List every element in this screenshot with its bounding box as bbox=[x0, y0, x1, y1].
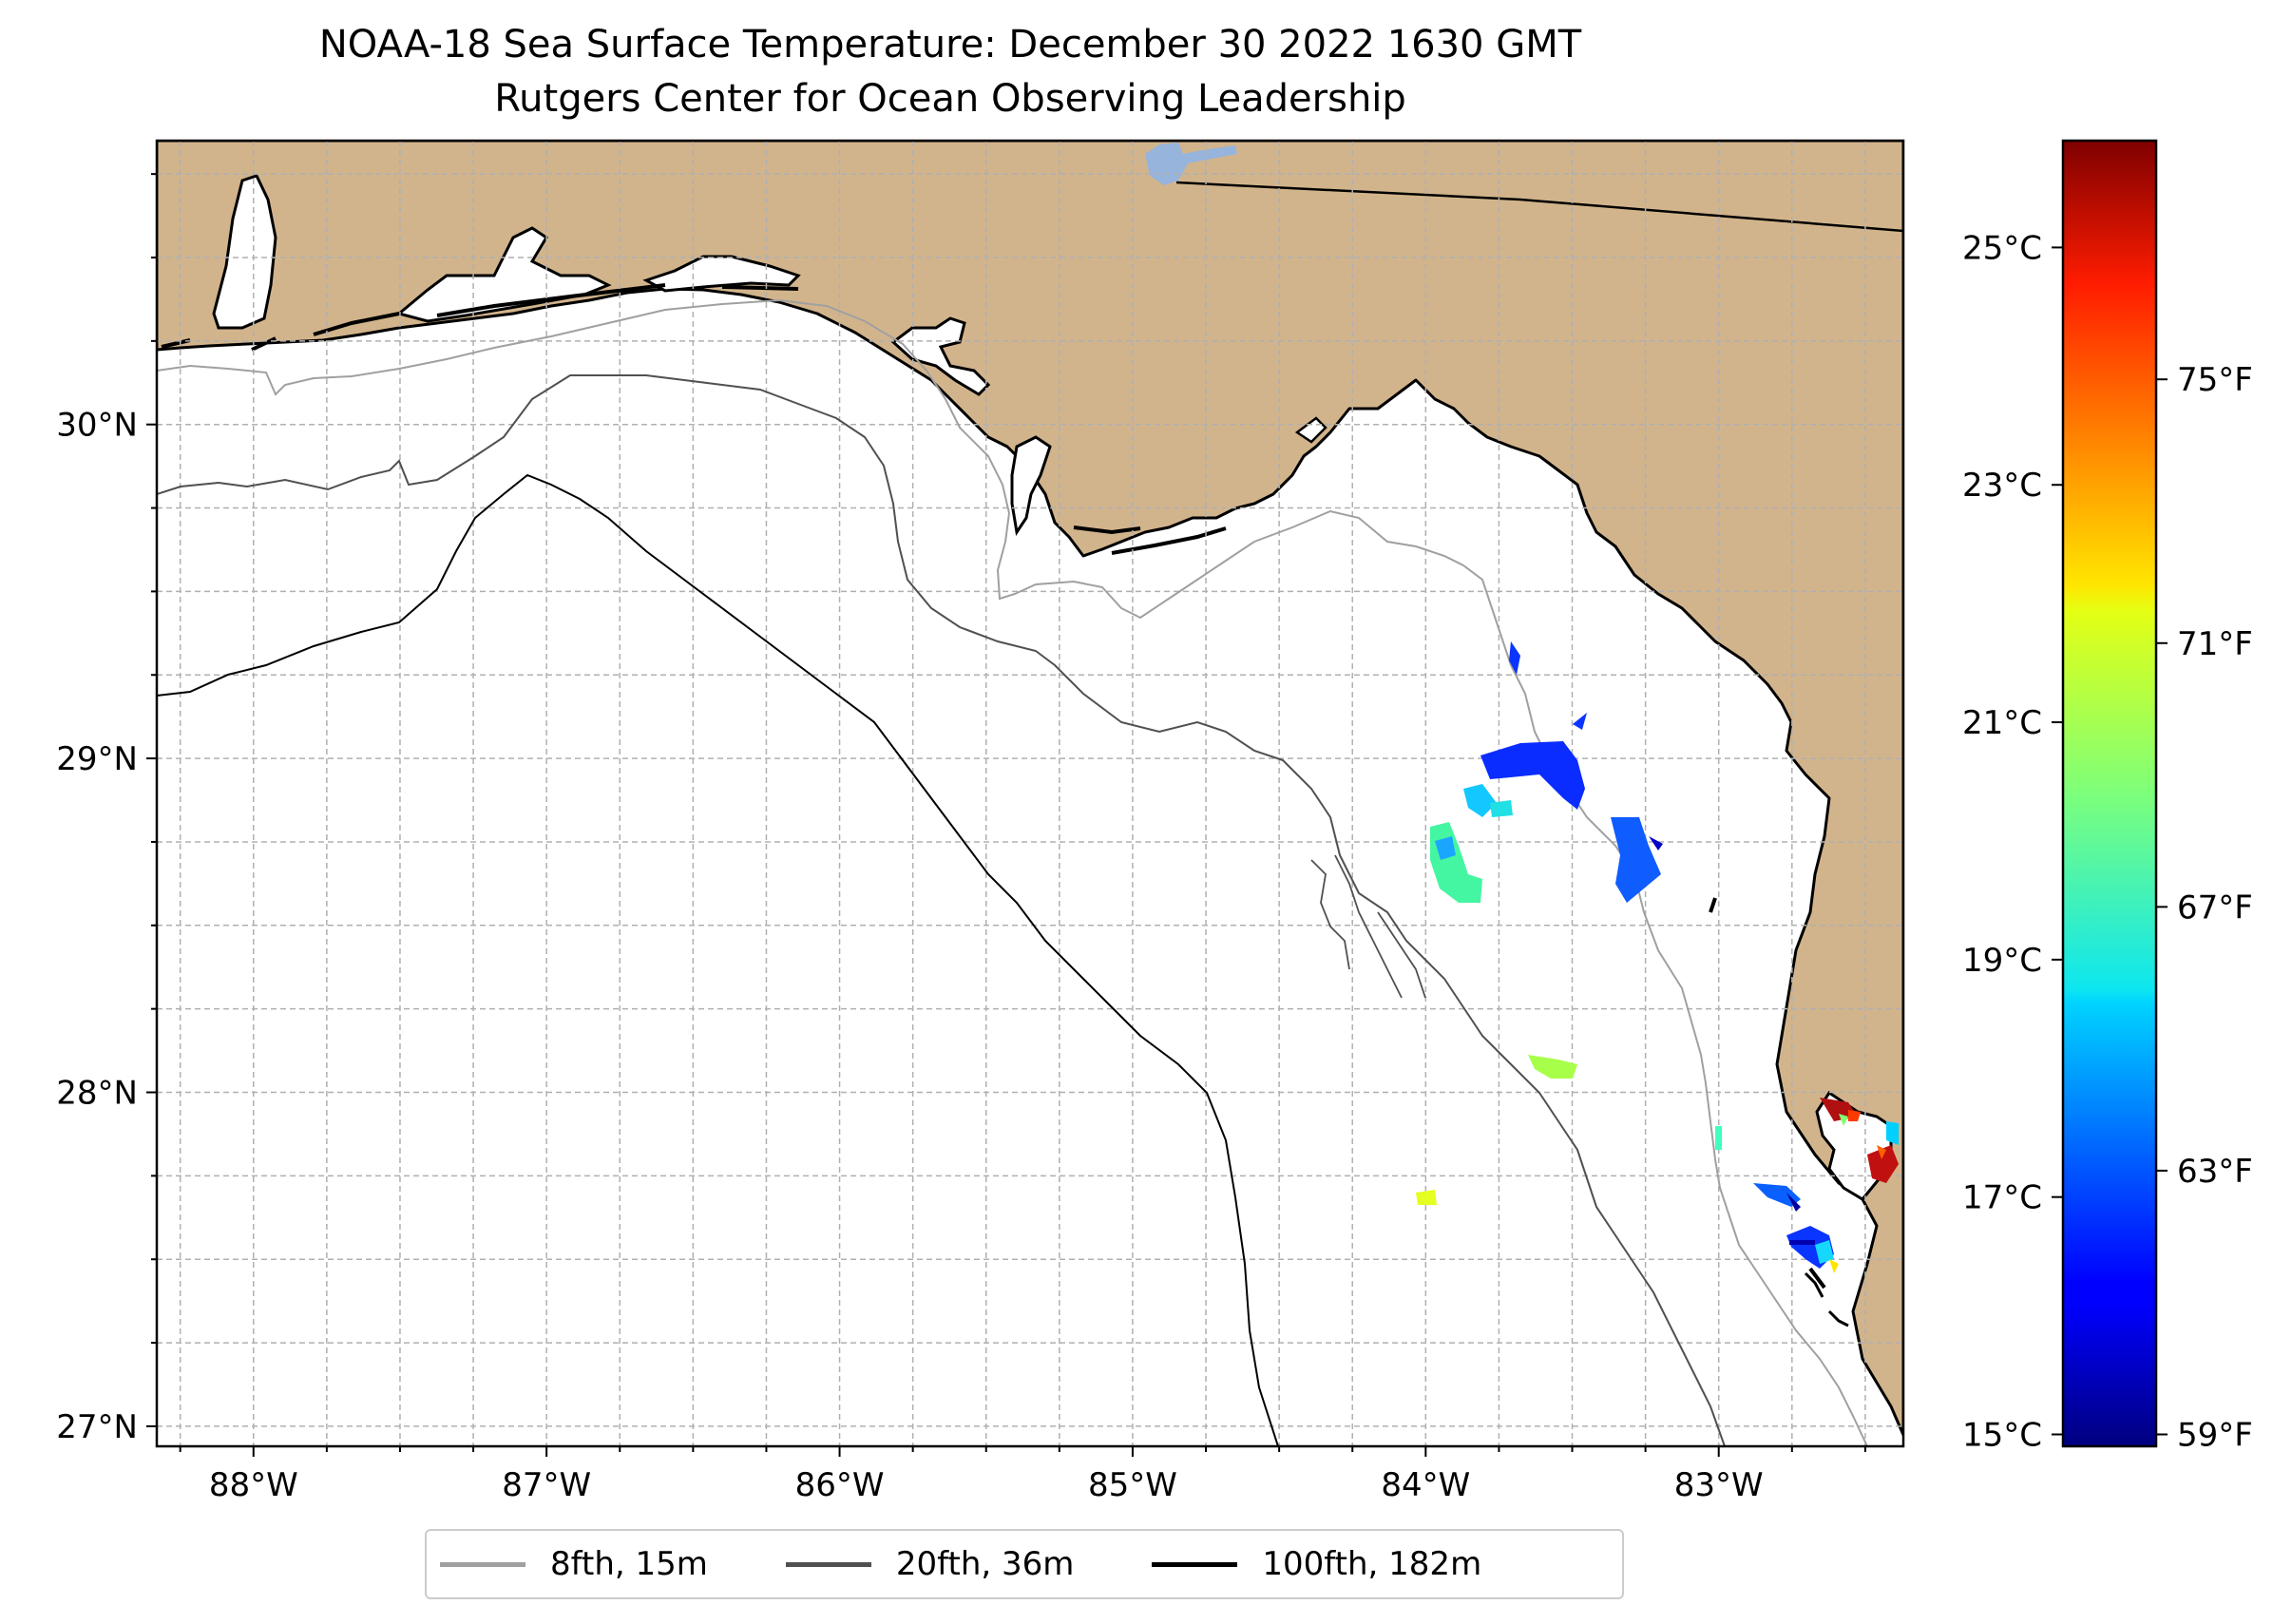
charlotte-harbor-keys bbox=[1804, 1271, 1849, 1328]
sst-patch bbox=[1848, 1110, 1861, 1121]
x-tick-label: 88°W bbox=[209, 1466, 298, 1504]
legend-swatch-36m bbox=[785, 1561, 871, 1567]
colorbar-ticks: 15°C 17°C 19°C 21°C 23°C 25°C 59°F 63°F 67°F 71°F… bbox=[1962, 229, 2253, 1454]
colorbar-celsius-label: 21°C bbox=[1962, 704, 2042, 742]
legend-item-36m: 20fth, 36m bbox=[785, 1545, 1075, 1583]
st-andrew-bay bbox=[890, 316, 991, 396]
legend-label-182m: 100fth, 182m bbox=[1262, 1545, 1482, 1583]
mobile-bay bbox=[212, 174, 277, 330]
sst-patch bbox=[1815, 1240, 1834, 1264]
colorbar-celsius-label: 25°C bbox=[1962, 229, 2042, 267]
title-line-2: Rutgers Center for Ocean Observing Leade… bbox=[494, 77, 1406, 121]
colorbar-celsius-label: 17°C bbox=[1962, 1179, 2042, 1217]
isobath-15m bbox=[157, 298, 1868, 1446]
colorbar-fahrenheit-label: 67°F bbox=[2177, 888, 2253, 927]
legend-label-36m: 20fth, 36m bbox=[895, 1545, 1075, 1583]
graticule bbox=[157, 141, 1903, 1446]
sst-patch bbox=[1829, 1259, 1839, 1273]
sst-patch bbox=[1877, 1145, 1886, 1159]
sst-patch bbox=[1463, 784, 1497, 817]
choctawhatchee-bay bbox=[642, 255, 801, 293]
legend-swatch-15m bbox=[440, 1561, 525, 1567]
state-boundary bbox=[1175, 181, 1903, 233]
isobath-36m bbox=[157, 374, 1726, 1446]
axis-ticks: 88°W 87°W 86°W 85°W 84°W 83°W 27°N 28°N 29°N 30°N bbox=[56, 173, 1866, 1504]
title-line-1: NOAA-18 Sea Surface Temperature: Decembe… bbox=[318, 23, 1582, 67]
legend: 8fth, 15m 20fth, 36m 100fth, 182m bbox=[425, 1529, 1624, 1599]
y-tick-label: 28°N bbox=[56, 1075, 138, 1113]
colorbar-fahrenheit-label: 75°F bbox=[2177, 361, 2253, 399]
barrier-islands bbox=[161, 283, 1826, 1290]
isobath-detail bbox=[1310, 854, 1426, 999]
colorbar-fahrenheit-label: 71°F bbox=[2177, 625, 2253, 663]
sst-patches bbox=[1416, 641, 1899, 1273]
legend-label-15m: 8fth, 15m bbox=[550, 1545, 708, 1583]
sst-patch bbox=[1867, 1145, 1899, 1183]
x-tick-label: 85°W bbox=[1088, 1466, 1177, 1504]
colorbar-celsius-label: 19°C bbox=[1962, 942, 2042, 980]
colorbar bbox=[2061, 139, 2158, 1448]
sst-patch bbox=[1480, 741, 1585, 810]
y-tick-label: 30°N bbox=[56, 407, 138, 445]
sst-patch bbox=[1528, 1055, 1577, 1079]
sst-patch bbox=[1786, 1193, 1801, 1212]
map-frame bbox=[155, 139, 1905, 1448]
colorbar-fahrenheit-label: 59°F bbox=[2177, 1417, 2253, 1455]
x-tick-label: 83°W bbox=[1674, 1466, 1764, 1504]
sst-patch bbox=[1649, 836, 1663, 850]
sst-patch bbox=[1789, 1240, 1815, 1245]
isobath-182m bbox=[157, 473, 1279, 1446]
x-tick-label: 87°W bbox=[502, 1466, 591, 1504]
sst-patch bbox=[1509, 641, 1520, 675]
sst-patch bbox=[1753, 1183, 1801, 1207]
colorbar-celsius-label: 23°C bbox=[1962, 467, 2042, 505]
colorbar-celsius-label: 15°C bbox=[1962, 1417, 2042, 1455]
legend-item-182m: 100fth, 182m bbox=[1152, 1545, 1481, 1583]
sst-patch bbox=[1435, 836, 1456, 860]
sst-patch bbox=[1886, 1121, 1899, 1145]
sst-patch bbox=[1839, 1114, 1848, 1126]
sst-patch bbox=[1416, 1190, 1437, 1205]
sst-patch bbox=[1490, 800, 1513, 817]
sst-patch bbox=[1715, 1126, 1722, 1150]
sst-patch bbox=[1573, 713, 1587, 730]
legend-item-15m: 8fth, 15m bbox=[440, 1545, 708, 1583]
x-tick-label: 84°W bbox=[1381, 1466, 1470, 1504]
y-tick-label: 29°N bbox=[56, 740, 138, 778]
legend-swatch-182m bbox=[1152, 1561, 1238, 1567]
colorbar-fahrenheit-label: 63°F bbox=[2177, 1153, 2253, 1191]
x-tick-label: 86°W bbox=[795, 1466, 885, 1504]
y-tick-label: 27°N bbox=[56, 1408, 138, 1446]
sst-patch bbox=[1611, 817, 1661, 903]
